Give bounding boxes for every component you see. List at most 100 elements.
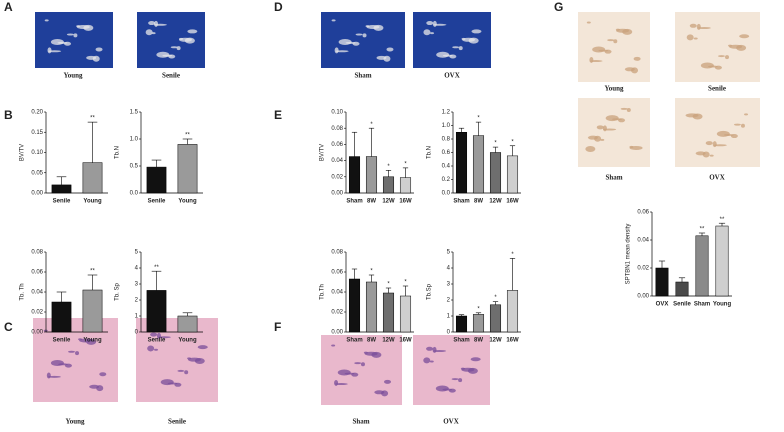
panel-letter: D [274, 0, 283, 14]
bar [655, 267, 669, 297]
image-texture [728, 44, 733, 47]
error-bar [87, 274, 98, 290]
x-tick-label: 12W [382, 338, 395, 344]
significance-label: * [511, 252, 514, 258]
y-tick-label: 0.06 [331, 142, 343, 148]
y-tick-label: 0.06 [331, 270, 343, 276]
image-texture [187, 357, 192, 360]
error-bar [151, 270, 162, 291]
error-bar [56, 291, 67, 302]
image-texture [145, 29, 153, 36]
image [321, 12, 405, 68]
image-background [675, 98, 760, 167]
y-axis-label: Tb.Th [320, 284, 326, 300]
bar [472, 314, 485, 333]
panel-letter: G [554, 0, 563, 14]
y-tick-label: 3 [447, 282, 451, 288]
image-texture [160, 379, 174, 386]
x-tick-label: Senile [53, 199, 71, 205]
image-texture [586, 21, 591, 24]
image-texture [331, 344, 336, 347]
image-texture [685, 113, 699, 118]
x-tick-label: Senile [53, 338, 71, 344]
significance-label: ** [90, 116, 95, 122]
x-tick-label: 12W [382, 199, 395, 205]
image-texture [426, 346, 434, 351]
x-tick-label: Sham [694, 302, 710, 308]
image-texture [360, 362, 365, 367]
error-bar [402, 167, 409, 178]
bar [51, 184, 72, 194]
image-texture [471, 29, 482, 34]
y-tick-label: 0.02 [637, 266, 649, 272]
image [675, 12, 760, 82]
y-axis-label: Tb. Sp [115, 283, 121, 301]
image-texture [461, 37, 466, 40]
image-texture [44, 19, 49, 22]
image-texture [629, 145, 634, 148]
bar [82, 289, 103, 333]
image-texture [460, 367, 465, 370]
y-tick-label: 0.04 [637, 238, 649, 244]
image-caption: Young [604, 85, 624, 93]
bar [365, 156, 378, 194]
image-texture [426, 21, 434, 26]
y-tick-label: 4 [135, 266, 139, 272]
image-texture [436, 51, 450, 58]
bar [489, 304, 502, 333]
significance-label: * [494, 141, 497, 147]
image-texture [705, 141, 713, 146]
bar [506, 155, 519, 194]
error-bar [509, 258, 516, 291]
image-texture [430, 32, 435, 35]
image-texture [700, 62, 714, 69]
significance-label: ** [700, 227, 705, 233]
image-texture [176, 46, 181, 51]
y-tick-label: 0.00 [31, 191, 43, 197]
x-tick-label: Sham [346, 199, 362, 205]
image-caption: OVX [709, 174, 725, 182]
y-tick-label: 0.10 [31, 150, 43, 156]
y-tick-label: 0.5 [130, 164, 139, 170]
image-texture [187, 29, 198, 34]
image-texture [50, 38, 64, 45]
image-texture [99, 372, 107, 377]
image-texture [334, 47, 339, 54]
image-texture [376, 55, 387, 60]
error-bar [87, 121, 98, 163]
y-tick-label: 0.04 [31, 290, 43, 296]
image-texture [712, 141, 717, 148]
x-tick-label: Young [178, 338, 197, 344]
image-texture [740, 123, 745, 128]
image-texture [179, 37, 184, 40]
image-texture [729, 44, 743, 49]
image-background [321, 335, 402, 405]
image-texture [626, 107, 631, 112]
error-bar [458, 314, 465, 316]
y-tick-label: 0.04 [331, 158, 343, 164]
image-texture [615, 28, 620, 31]
image-texture [384, 379, 392, 384]
y-tick-label: 0 [135, 330, 139, 336]
image-texture [334, 379, 339, 386]
y-tick-label: 0.00 [331, 191, 343, 197]
image-texture [365, 25, 370, 28]
x-tick-label: Young [178, 199, 197, 205]
y-tick-label: 0.05 [31, 170, 43, 176]
bar [146, 166, 167, 194]
significance-label: ** [154, 265, 159, 271]
image-texture [620, 107, 628, 110]
significance-label: ** [90, 269, 95, 275]
image [675, 98, 760, 167]
image-texture [170, 46, 178, 49]
image-texture [686, 34, 694, 41]
x-tick-label: OVX [656, 302, 669, 308]
y-tick-label: 0.0 [442, 191, 451, 197]
error-bar [368, 274, 375, 282]
image-background [35, 12, 113, 68]
y-tick-label: 5 [135, 250, 139, 256]
image-caption: Sham [354, 72, 371, 80]
x-tick-label: 8W [367, 199, 376, 205]
y-tick-label: 0.02 [331, 174, 343, 180]
